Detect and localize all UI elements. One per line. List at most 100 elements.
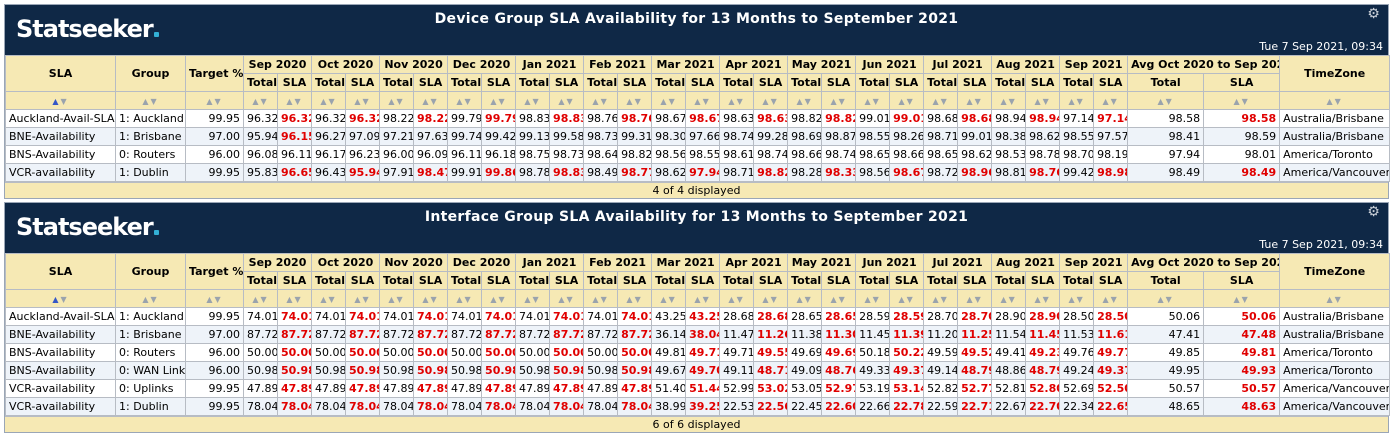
sort-up-icon[interactable]: ▲ bbox=[142, 97, 151, 106]
sort-down-icon[interactable]: ▼ bbox=[60, 295, 69, 304]
sort-down-icon[interactable]: ▼ bbox=[634, 295, 643, 304]
sort-up-icon[interactable]: ▲ bbox=[422, 97, 431, 106]
sort-up-icon[interactable]: ▲ bbox=[864, 295, 873, 304]
col-sla-value[interactable]: SLA bbox=[1093, 73, 1129, 92]
cell-group[interactable]: 1: Brisbane bbox=[115, 325, 186, 344]
sort-up-icon[interactable]: ▲ bbox=[762, 295, 771, 304]
col-sla[interactable]: SLA bbox=[5, 253, 116, 290]
sort-down-icon[interactable]: ▼ bbox=[838, 295, 847, 304]
sort-up-icon[interactable]: ▲ bbox=[932, 295, 941, 304]
sort-arrows-icon[interactable]: ▲▼ bbox=[898, 97, 914, 106]
sort-control[interactable]: ▲▼ bbox=[753, 289, 789, 308]
sort-arrows-icon[interactable]: ▲▼ bbox=[626, 295, 642, 304]
sort-up-icon[interactable]: ▲ bbox=[490, 295, 499, 304]
sort-control[interactable]: ▲▼ bbox=[549, 289, 585, 308]
col-total[interactable]: Total bbox=[243, 271, 278, 290]
sort-up-icon[interactable]: ▲ bbox=[52, 295, 61, 304]
sort-up-icon[interactable]: ▲ bbox=[660, 97, 669, 106]
sort-down-icon[interactable]: ▼ bbox=[1008, 295, 1017, 304]
sort-down-icon[interactable]: ▼ bbox=[736, 97, 745, 106]
sort-down-icon[interactable]: ▼ bbox=[940, 97, 949, 106]
col-group[interactable]: Group bbox=[115, 253, 186, 290]
sort-control[interactable]: ▲▼ bbox=[923, 91, 959, 110]
sort-up-icon[interactable]: ▲ bbox=[286, 97, 295, 106]
sort-up-icon[interactable]: ▲ bbox=[142, 295, 151, 304]
sort-up-icon[interactable]: ▲ bbox=[320, 97, 329, 106]
sort-control[interactable]: ▲▼ bbox=[276, 91, 313, 110]
sort-up-icon[interactable]: ▲ bbox=[1233, 97, 1242, 106]
cell-sla-name[interactable]: VCR-availability bbox=[5, 379, 116, 398]
col-sla-value[interactable]: SLA bbox=[1203, 73, 1281, 92]
cell-sla-name[interactable]: VCR-availability bbox=[5, 163, 116, 182]
col-total[interactable]: Total bbox=[923, 271, 959, 290]
col-timezone[interactable]: TimeZone bbox=[1279, 55, 1391, 92]
sort-arrows-icon[interactable]: ▲▼ bbox=[524, 295, 540, 304]
sort-down-icon[interactable]: ▼ bbox=[872, 97, 881, 106]
sort-control[interactable]: ▲▼ bbox=[276, 289, 313, 308]
sort-down-icon[interactable]: ▼ bbox=[668, 97, 677, 106]
sort-control[interactable]: ▲▼ bbox=[345, 289, 381, 308]
col-sla-value[interactable]: SLA bbox=[753, 271, 789, 290]
sort-up-icon[interactable]: ▲ bbox=[1034, 97, 1043, 106]
sort-control[interactable]: ▲▼ bbox=[1279, 91, 1391, 110]
col-sla-value[interactable]: SLA bbox=[549, 271, 585, 290]
sort-arrows-icon[interactable]: ▲▼ bbox=[320, 295, 336, 304]
sort-arrows-icon[interactable]: ▲▼ bbox=[660, 295, 676, 304]
sort-arrows-icon[interactable]: ▲▼ bbox=[142, 97, 158, 106]
sort-arrows-icon[interactable]: ▲▼ bbox=[1068, 295, 1084, 304]
sort-up-icon[interactable]: ▲ bbox=[1000, 295, 1009, 304]
table-row[interactable]: BNS-Availability 0: Routers 96.00 50.00 50.0… bbox=[5, 343, 1391, 362]
sort-up-icon[interactable]: ▲ bbox=[830, 295, 839, 304]
sort-arrows-icon[interactable]: ▲▼ bbox=[422, 295, 438, 304]
sort-down-icon[interactable]: ▼ bbox=[60, 97, 69, 106]
sort-down-icon[interactable]: ▼ bbox=[1110, 295, 1119, 304]
col-total[interactable]: Total bbox=[1059, 73, 1095, 92]
sort-up-icon[interactable]: ▲ bbox=[694, 97, 703, 106]
sort-control[interactable]: ▲▼ bbox=[447, 91, 483, 110]
sort-down-icon[interactable]: ▼ bbox=[1042, 295, 1051, 304]
sort-up-icon[interactable]: ▲ bbox=[966, 97, 975, 106]
col-sla-value[interactable]: SLA bbox=[1025, 73, 1061, 92]
sort-up-icon[interactable]: ▲ bbox=[660, 295, 669, 304]
sort-down-icon[interactable]: ▼ bbox=[838, 97, 847, 106]
sort-down-icon[interactable]: ▼ bbox=[214, 295, 223, 304]
sort-control[interactable]: ▲▼ bbox=[651, 91, 687, 110]
sort-arrows-icon[interactable]: ▲▼ bbox=[830, 295, 846, 304]
col-total[interactable]: Total bbox=[991, 73, 1027, 92]
col-sla-value[interactable]: SLA bbox=[617, 73, 653, 92]
sort-up-icon[interactable]: ▲ bbox=[354, 295, 363, 304]
sort-control[interactable]: ▲▼ bbox=[889, 289, 925, 308]
col-total[interactable]: Total bbox=[379, 73, 415, 92]
col-total[interactable]: Total bbox=[515, 73, 551, 92]
col-sla-value[interactable]: SLA bbox=[889, 271, 925, 290]
sort-control[interactable]: ▲▼ bbox=[515, 289, 551, 308]
col-sla[interactable]: SLA bbox=[5, 55, 116, 92]
sort-up-icon[interactable]: ▲ bbox=[286, 295, 295, 304]
sort-down-icon[interactable]: ▼ bbox=[150, 97, 159, 106]
sort-down-icon[interactable]: ▼ bbox=[464, 97, 473, 106]
col-total[interactable]: Total bbox=[447, 271, 483, 290]
sort-up-icon[interactable]: ▲ bbox=[694, 295, 703, 304]
sort-down-icon[interactable]: ▼ bbox=[906, 295, 915, 304]
sort-control[interactable]: ▲▼ bbox=[719, 91, 755, 110]
sort-up-icon[interactable]: ▲ bbox=[558, 97, 567, 106]
sort-control[interactable]: ▲▼ bbox=[583, 91, 619, 110]
sort-arrows-icon[interactable]: ▲▼ bbox=[1102, 295, 1118, 304]
sort-up-icon[interactable]: ▲ bbox=[1326, 97, 1335, 106]
sort-control[interactable]: ▲▼ bbox=[889, 91, 925, 110]
sort-arrows-icon[interactable]: ▲▼ bbox=[252, 295, 268, 304]
sort-down-icon[interactable]: ▼ bbox=[1334, 295, 1343, 304]
sort-down-icon[interactable]: ▼ bbox=[974, 295, 983, 304]
sort-down-icon[interactable]: ▼ bbox=[532, 97, 541, 106]
sort-up-icon[interactable]: ▲ bbox=[898, 295, 907, 304]
sort-control[interactable]: ▲▼ bbox=[1203, 289, 1281, 308]
sort-up-icon[interactable]: ▲ bbox=[52, 97, 61, 106]
sort-up-icon[interactable]: ▲ bbox=[456, 295, 465, 304]
sort-down-icon[interactable]: ▼ bbox=[872, 295, 881, 304]
sort-down-icon[interactable]: ▼ bbox=[328, 97, 337, 106]
sort-up-icon[interactable]: ▲ bbox=[1000, 97, 1009, 106]
sort-down-icon[interactable]: ▼ bbox=[396, 295, 405, 304]
sort-control[interactable]: ▲▼ bbox=[855, 91, 891, 110]
col-sla-value[interactable]: SLA bbox=[549, 73, 585, 92]
sort-control[interactable]: ▲▼ bbox=[617, 91, 653, 110]
